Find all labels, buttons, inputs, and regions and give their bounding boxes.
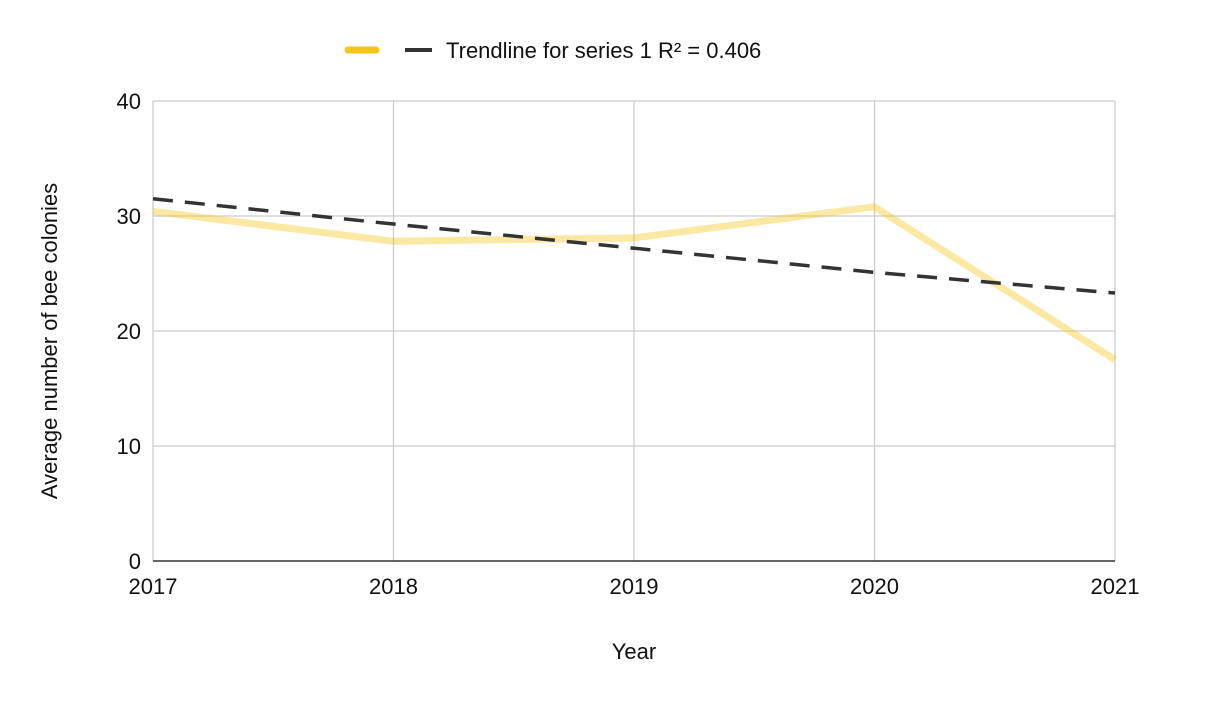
y-tick-label: 30 bbox=[117, 204, 141, 229]
y-tick-label: 20 bbox=[117, 319, 141, 344]
x-tick-label: 2020 bbox=[850, 574, 899, 599]
x-tick-label: 2021 bbox=[1091, 574, 1140, 599]
y-tick-label: 10 bbox=[117, 434, 141, 459]
x-axis-ticks: 2017 2018 2019 2020 2021 bbox=[129, 574, 1140, 599]
x-tick-label: 2018 bbox=[369, 574, 418, 599]
x-tick-label: 2017 bbox=[129, 574, 178, 599]
x-axis-title: Year bbox=[612, 639, 656, 664]
y-tick-label: 40 bbox=[117, 89, 141, 114]
legend-trendline-label: Trendline for series 1 R² = 0.406 bbox=[446, 38, 761, 63]
y-axis-title: Average number of bee colonies bbox=[37, 183, 62, 499]
grid bbox=[153, 101, 1115, 561]
y-tick-label: 0 bbox=[129, 549, 141, 574]
legend: Trendline for series 1 R² = 0.406 bbox=[348, 38, 761, 63]
x-tick-label: 2019 bbox=[610, 574, 659, 599]
y-axis-ticks: 0 10 20 30 40 bbox=[117, 89, 141, 574]
